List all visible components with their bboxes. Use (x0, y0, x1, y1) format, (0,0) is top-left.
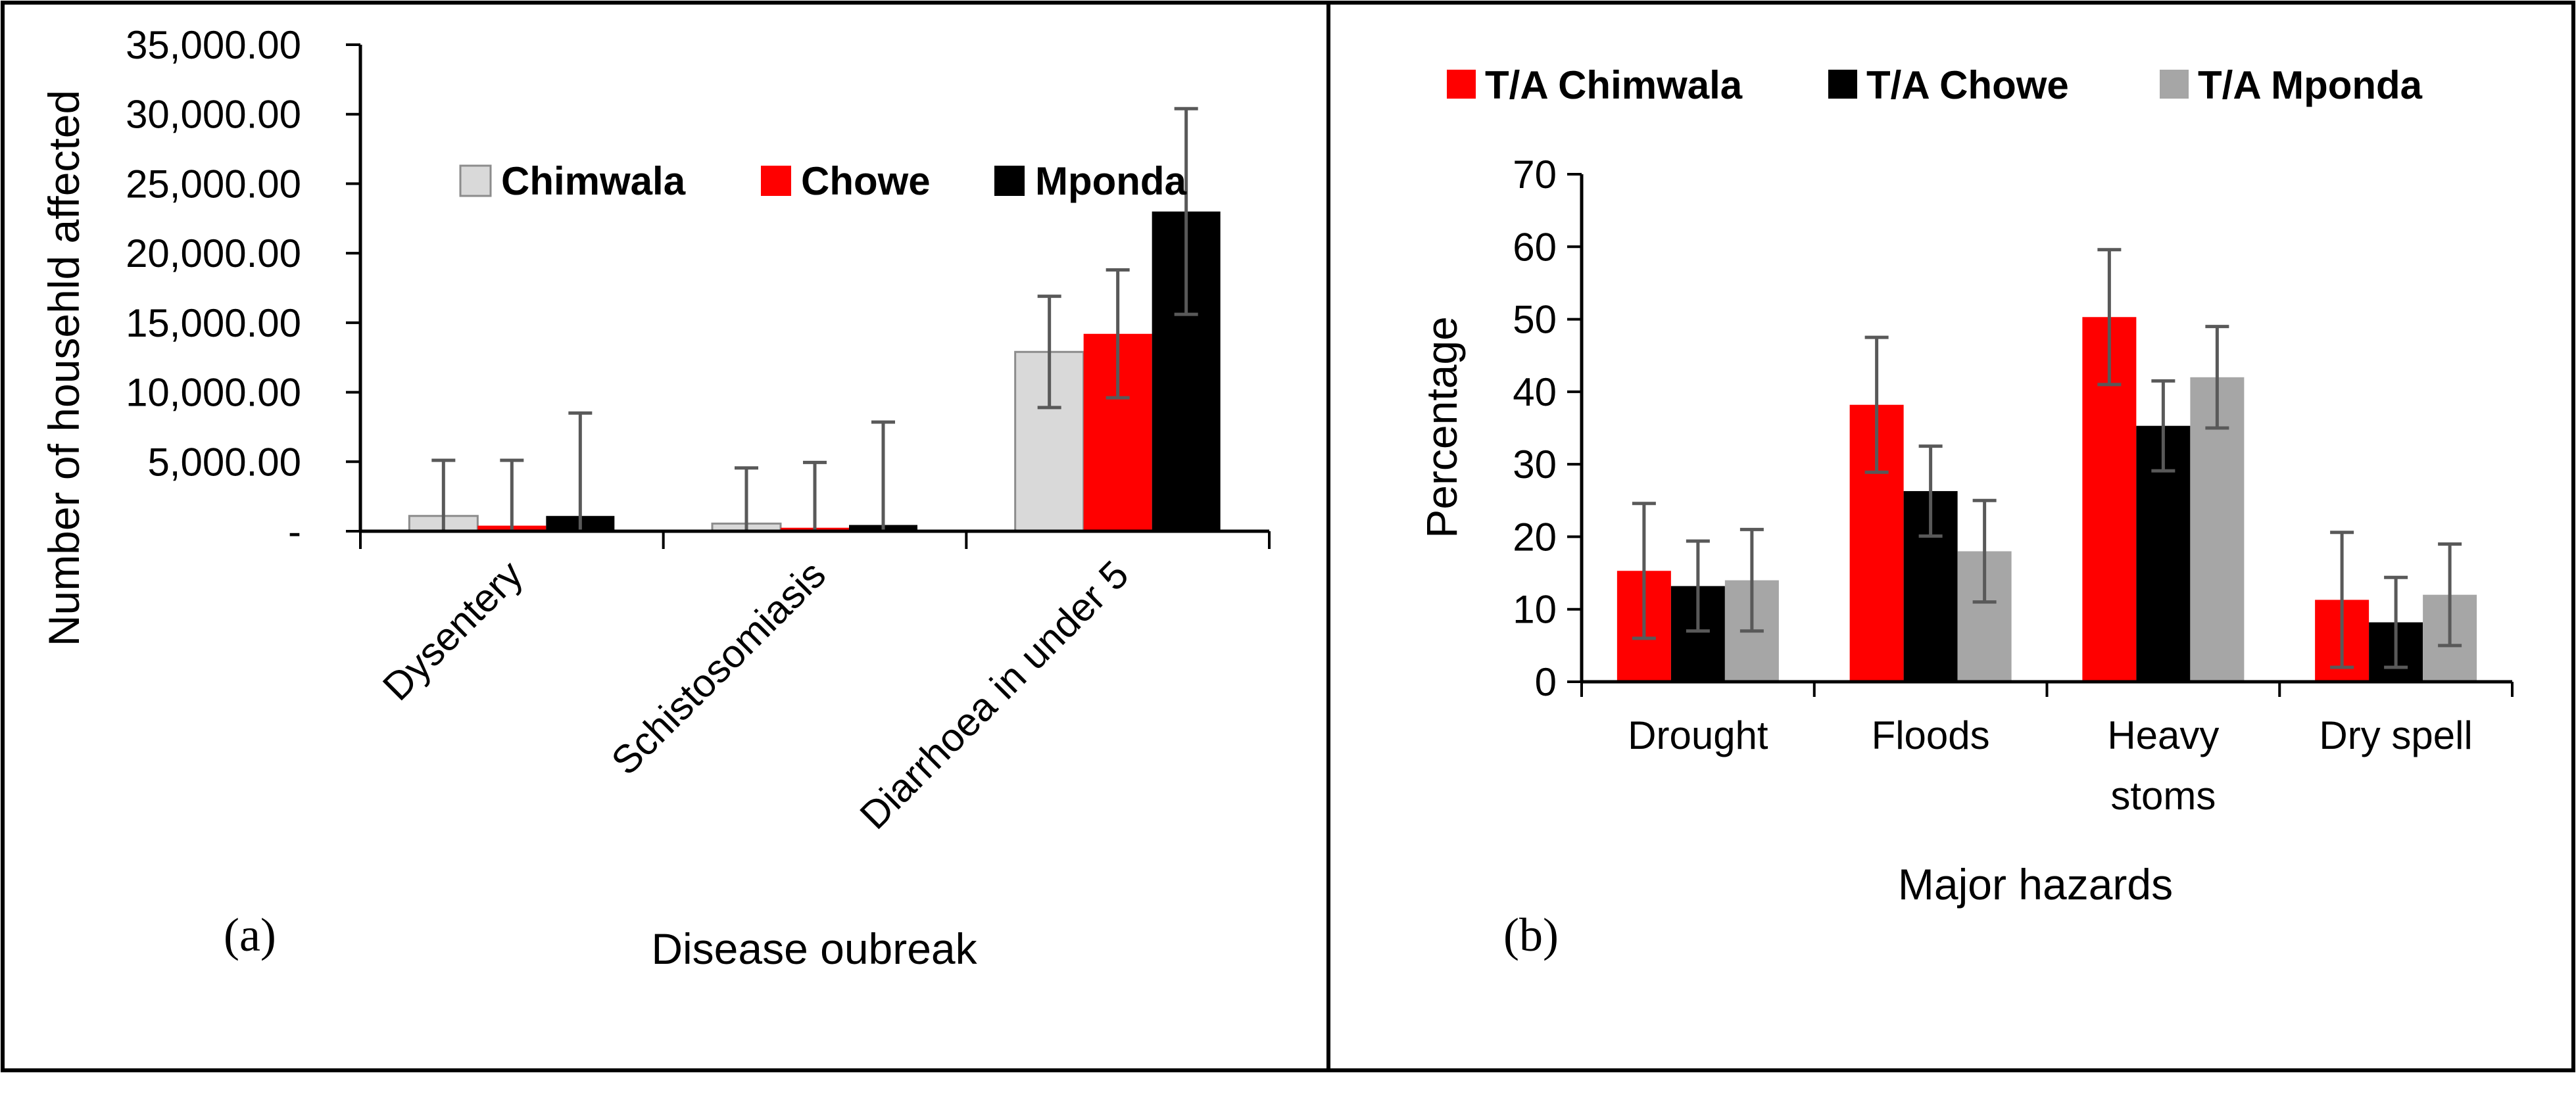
legend-label-mponda: Mponda (1035, 159, 1187, 203)
chart-b-y-tick-label: 10 (1513, 588, 1557, 632)
chart-b-y-tick-label: 70 (1513, 153, 1557, 197)
chart-a-y-tick-label: 25,000.00 (126, 162, 301, 206)
chart-a-y-tick-labels: - 5,000.00 10,000.00 15,000.00 20,000.00 25,0… (126, 23, 301, 554)
chart-a-y-axis-title: Number of househld affected (39, 90, 88, 646)
legend-swatch-chimwala (459, 164, 492, 197)
legend-swatch-mponda (994, 166, 1025, 196)
chart-a-x-axis-title: Disease oubreak (651, 924, 977, 973)
chart-a-y-tick-label: 15,000.00 (126, 301, 301, 345)
chart-b-x-tick-label-drought: Drought (1628, 713, 1768, 757)
chart-a-panel-label: (a) (224, 909, 276, 961)
chart-b-y-axis-title: Percentage (1417, 316, 1466, 538)
chart-a-legend: Chimwala Chowe Mponda (459, 159, 1187, 203)
chart-b-y-tick-label: 30 (1513, 442, 1557, 487)
chart-a-y-tick-label: 30,000.00 (126, 93, 301, 137)
chart-a-x-tick-labels: Dysentery Schistosomiasis Diarrhoea in und… (374, 552, 1137, 838)
legend-swatch-chowe (761, 166, 791, 196)
chart-b-y-tick-label: 20 (1513, 515, 1557, 559)
chart-b-x-axis-title: Major hazards (1898, 860, 2173, 909)
legend-label-chimwala: Chimwala (501, 159, 686, 203)
chart-b-y-tick-label: 60 (1513, 225, 1557, 269)
legend-label-ta-mponda: T/A Mponda (2198, 63, 2423, 107)
chart-b-panel-label: (b) (1503, 909, 1559, 961)
legend-swatch-ta-chimwala (1447, 70, 1476, 99)
legend-label-ta-chimwala: T/A Chimwala (1485, 63, 1743, 107)
legend-swatch-ta-chowe (1828, 70, 1857, 99)
chart-b-legend: T/A Chimwala T/A Chowe T/A Mponda (1447, 63, 2423, 107)
chart-a-y-tick-label: 35,000.00 (126, 23, 301, 67)
chart-b-error-bars (1632, 248, 2462, 669)
chart-b-x-tick-labels: Drought Floods Heavy stoms Dry spell (1628, 713, 2473, 818)
chart-a-y-tick-label: - (288, 510, 301, 554)
chart-b-x-tick-label-floods: Floods (1872, 713, 1990, 757)
chart-a-x-tick-label-schistosomiasis: Schistosomiasis (603, 552, 835, 784)
panel-b-frame (1326, 1, 2575, 1072)
chart-b-x-tick-label-dry-spell: Dry spell (2319, 713, 2472, 757)
chart-a-y-tick-label: 10,000.00 (126, 371, 301, 415)
chart-b-y-tick-label: 40 (1513, 370, 1557, 414)
chart-b-y-tick-label: 50 (1513, 298, 1557, 342)
chart-b-y-tick-label: 0 (1535, 660, 1557, 704)
legend-label-ta-chowe: T/A Chowe (1866, 63, 2069, 107)
chart-b-x-tick-label-heavy-stoms: Heavy stoms (2107, 713, 2219, 818)
chart-b-bars (1616, 317, 2477, 682)
legend-swatch-ta-mponda (2160, 70, 2189, 99)
chart-a: - 5,000.00 10,000.00 15,000.00 20,000.00 25,0… (39, 23, 1271, 973)
chart-a-x-tick-label-dysentery: Dysentery (374, 552, 531, 709)
chart-b-y-tick-labels: 0 10 20 30 40 50 60 70 (1513, 153, 1557, 704)
legend-label-chowe: Chowe (801, 159, 931, 203)
chart-a-axes (346, 43, 1271, 549)
chart-b-axes (1567, 173, 2514, 697)
chart-a-y-tick-label: 20,000.00 (126, 231, 301, 275)
chart-a-y-tick-label: 5,000.00 (147, 440, 301, 484)
chart-a-x-tick-label-diarrhoea-in-under-5: Diarrhoea in under 5 (852, 552, 1137, 838)
